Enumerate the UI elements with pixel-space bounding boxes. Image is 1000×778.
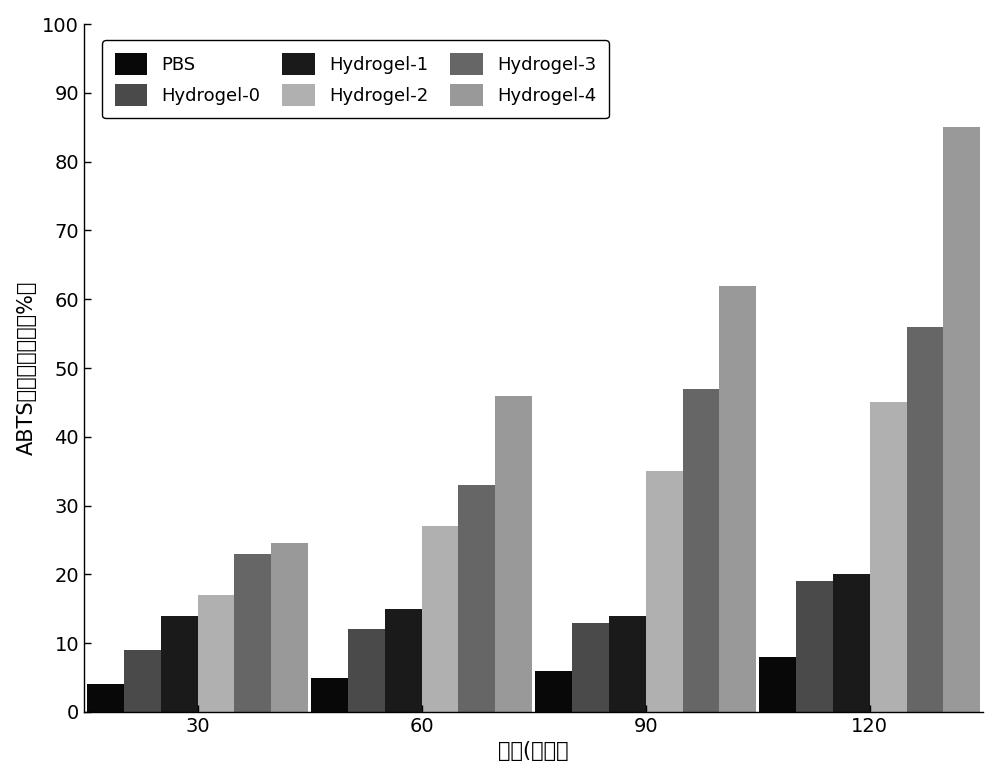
Bar: [458, 485, 495, 712]
Bar: [348, 629, 385, 712]
Bar: [198, 595, 234, 712]
Y-axis label: ABTS自由基清除率（%）: ABTS自由基清除率（%）: [17, 281, 37, 455]
Bar: [161, 615, 198, 712]
Bar: [609, 615, 646, 712]
Bar: [646, 471, 683, 712]
Bar: [385, 608, 422, 712]
Bar: [422, 526, 458, 712]
Bar: [124, 650, 161, 712]
Bar: [870, 402, 907, 712]
Bar: [271, 543, 308, 712]
Bar: [907, 327, 943, 712]
Bar: [683, 389, 719, 712]
Bar: [234, 554, 271, 712]
Bar: [943, 128, 980, 712]
Bar: [719, 286, 756, 712]
Bar: [495, 395, 532, 712]
Legend: PBS, Hydrogel-0, Hydrogel-1, Hydrogel-2, Hydrogel-3, Hydrogel-4: PBS, Hydrogel-0, Hydrogel-1, Hydrogel-2,…: [102, 40, 609, 118]
Bar: [87, 685, 124, 712]
X-axis label: 时间(小时）: 时间(小时）: [498, 741, 569, 762]
Bar: [535, 671, 572, 712]
Bar: [572, 622, 609, 712]
Bar: [796, 581, 833, 712]
Bar: [311, 678, 348, 712]
Bar: [759, 657, 796, 712]
Bar: [833, 574, 870, 712]
